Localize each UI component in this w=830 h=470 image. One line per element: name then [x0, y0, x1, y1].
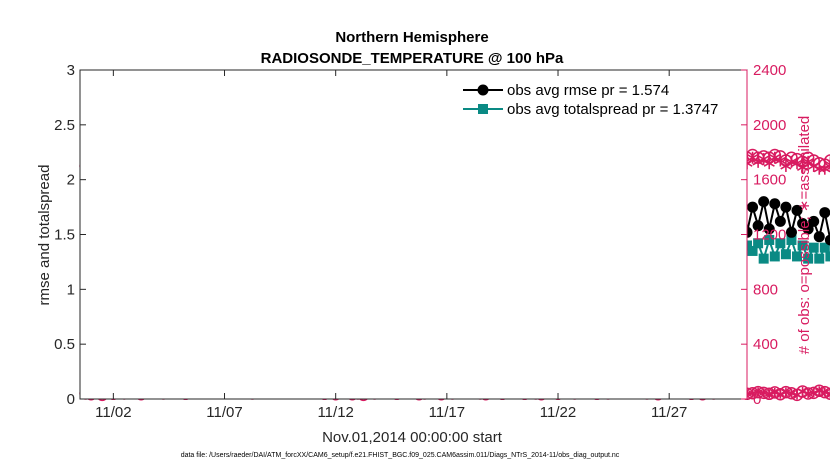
x-tick-label: 11/22: [540, 404, 576, 421]
chart-title: Northern Hemisphere: [335, 29, 488, 46]
rmse-point: [808, 215, 820, 227]
legend-entry: obs avg rmse pr = 1.574: [463, 82, 669, 99]
spread-point: [775, 238, 786, 249]
rmse-point: [813, 231, 825, 243]
rmse-point: [819, 207, 830, 219]
nobs-assimilated-point: [774, 154, 786, 167]
rmse-point: [785, 226, 797, 238]
spread-point: [814, 253, 825, 264]
y-left-tick-label: 1: [67, 281, 75, 298]
x-axis-label: Nov.01,2014 00:00:00 start: [322, 429, 503, 446]
y-left-tick-label: 0: [67, 391, 75, 408]
nobs-assimilated-point: [824, 158, 830, 171]
rmse-point: [774, 215, 786, 227]
rmse-point: [752, 220, 764, 232]
rmse-point: [824, 234, 830, 246]
spread-point: [808, 242, 819, 253]
rmse-point: [758, 196, 770, 208]
nobs-possible-point: [824, 154, 830, 167]
legend-marker: [478, 104, 488, 114]
x-tick-label: 11/12: [317, 404, 353, 421]
y-left-tick-label: 1.5: [54, 227, 75, 244]
x-tick-label: 11/27: [651, 404, 687, 421]
spread-point: [819, 242, 830, 253]
spread-point: [753, 238, 764, 249]
y-axis-label-left: rmse and totalspread: [36, 165, 53, 306]
y-axis-label-right: # of obs: o=possible; ∗=assimilated: [796, 116, 813, 355]
spread-point: [769, 251, 780, 262]
rmse-point: [802, 223, 814, 235]
legend-marker: [477, 84, 489, 96]
spread-point: [825, 251, 830, 262]
spread-point: [758, 253, 769, 264]
spread-point: [780, 249, 791, 260]
y-right-tick-label: 1200: [753, 227, 786, 244]
rmse-point: [763, 223, 775, 235]
data-file-footnote: data file: /Users/raeder/DAI/ATM_forcXX/…: [181, 452, 620, 459]
y-right-tick-label: 800: [753, 281, 778, 298]
spread-point: [786, 234, 797, 245]
rmse-point: [769, 198, 781, 210]
rmse-point: [780, 201, 792, 213]
y-left-tick-label: 0.5: [54, 336, 75, 353]
spread-point: [747, 245, 758, 256]
spread-point: [797, 240, 808, 251]
spread-point: [803, 253, 814, 264]
axes: 0 0.5 1 1.5 2 2.5 3 0 400 800 1200 1600 2000 2400 11/0…: [54, 62, 786, 421]
y-left-tick-label: 2.5: [54, 117, 75, 134]
y-right-tick-label: 400: [753, 336, 778, 353]
y-right-tick-label: 2000: [753, 117, 786, 134]
y-right-tick-label: 1600: [753, 172, 786, 189]
y-left-tick-label: 3: [67, 62, 75, 79]
x-tick-label: 11/17: [429, 404, 465, 421]
x-tick-label: 11/02: [95, 404, 131, 421]
legend-label: obs avg rmse pr = 1.574: [507, 82, 669, 99]
legend-box: [454, 77, 741, 121]
nobs-assimilated-point: [763, 157, 775, 170]
legend: obs avg rmse pr = 1.574 obs avg totalspre…: [454, 77, 741, 121]
legend-label: obs avg totalspread pr = 1.3747: [507, 101, 718, 118]
y-right-tick-label: 0: [753, 391, 761, 408]
chart-subtitle: RADIOSONDE_TEMPERATURE @ 100 hPa: [261, 50, 564, 67]
rmse-point: [791, 204, 803, 216]
plot-frame: [79, 69, 748, 400]
legend-entry: obs avg totalspread pr = 1.3747: [463, 101, 718, 118]
nobs-assimilated-point: [796, 161, 809, 174]
spread-point: [764, 234, 775, 245]
y-right-tick-label: 2400: [753, 62, 786, 79]
spread-point: [792, 251, 803, 262]
x-tick-label: 11/07: [206, 404, 242, 421]
nobs-low-point: [824, 387, 830, 401]
rmse-point: [747, 201, 759, 213]
y-left-tick-label: 2: [67, 172, 75, 189]
